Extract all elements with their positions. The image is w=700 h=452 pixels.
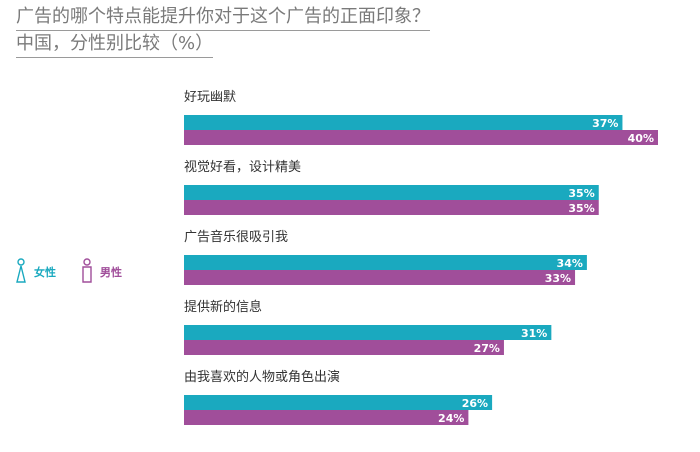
data-label-male: 27% — [474, 342, 500, 355]
data-label-female: 35% — [568, 187, 594, 200]
bar-female — [184, 115, 623, 130]
data-label-male: 40% — [628, 132, 654, 145]
category-label: 视觉好看，设计精美 — [184, 159, 301, 175]
data-label-female: 34% — [557, 257, 583, 270]
bar-male — [184, 340, 504, 355]
chart-title: 广告的哪个特点能提升你对于这个广告的正面印象？ 中国，分性别比较（%） — [16, 6, 430, 60]
legend-item-female: 女性 — [14, 258, 56, 286]
chart-title-line-2: 中国，分性别比较（%） — [16, 33, 214, 58]
data-label-female: 26% — [462, 397, 488, 410]
legend-item-male: 男性 — [80, 258, 122, 286]
category-label: 广告音乐很吸引我 — [184, 229, 288, 245]
bar-male — [184, 270, 576, 285]
chart-title-line-1: 广告的哪个特点能提升你对于这个广告的正面印象？ — [16, 6, 430, 31]
data-label-male: 35% — [568, 202, 594, 215]
data-label-female: 31% — [521, 327, 547, 340]
male-icon — [82, 258, 92, 283]
category-label: 由我喜欢的人物或角色出演 — [184, 369, 340, 385]
legend-label-female: 女性 — [34, 266, 56, 279]
bar-female — [184, 395, 493, 410]
female-icon — [16, 258, 26, 283]
data-label-male: 24% — [438, 412, 464, 425]
data-label-male: 33% — [545, 272, 571, 285]
legend-label-male: 男性 — [100, 266, 122, 279]
bar-female — [184, 185, 599, 200]
legend: 女性 男性 — [14, 258, 146, 286]
category-label: 提供新的信息 — [184, 299, 262, 315]
bar-female — [184, 255, 587, 270]
category-label: 好玩幽默 — [184, 89, 236, 105]
bar-male — [184, 410, 469, 425]
bar-female — [184, 325, 552, 340]
bar-male — [184, 200, 599, 215]
bar-male — [184, 130, 658, 145]
data-label-female: 37% — [592, 117, 618, 130]
